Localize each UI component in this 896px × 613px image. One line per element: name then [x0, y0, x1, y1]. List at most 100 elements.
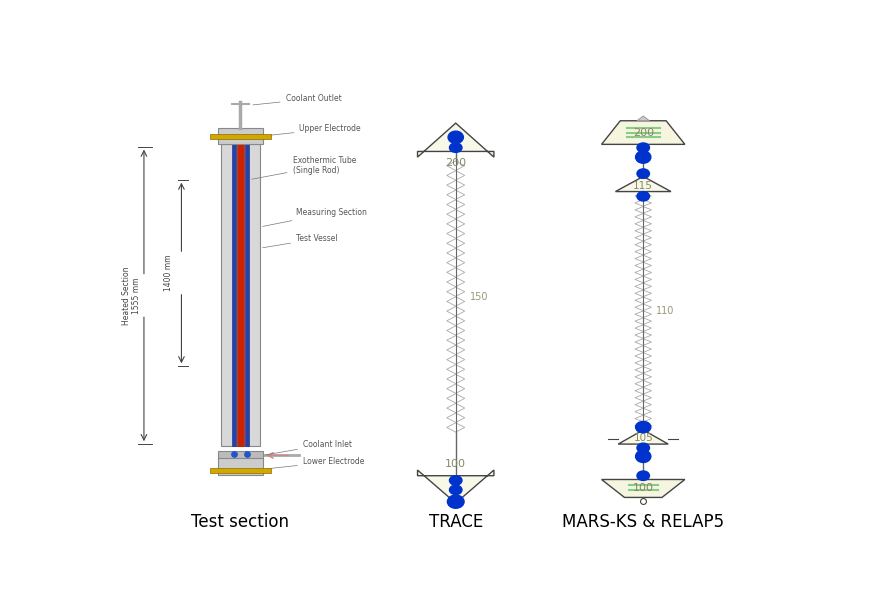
Polygon shape: [635, 367, 651, 373]
Polygon shape: [601, 479, 685, 497]
Text: Exothermic Tube
(Single Rod): Exothermic Tube (Single Rod): [252, 156, 356, 179]
Text: Test section: Test section: [192, 514, 289, 531]
Bar: [210, 468, 271, 473]
Text: MARS-KS & RELAP5: MARS-KS & RELAP5: [562, 514, 724, 531]
Polygon shape: [447, 365, 465, 374]
Polygon shape: [635, 234, 651, 241]
Text: Coolant Outlet: Coolant Outlet: [253, 94, 341, 105]
Polygon shape: [635, 227, 651, 234]
Ellipse shape: [450, 476, 462, 485]
Ellipse shape: [448, 131, 463, 143]
Polygon shape: [635, 360, 651, 366]
Text: Test Vessel: Test Vessel: [263, 234, 338, 248]
Polygon shape: [635, 373, 651, 380]
Polygon shape: [447, 335, 465, 345]
Point: [227, 449, 241, 459]
Polygon shape: [635, 269, 651, 276]
Text: Upper Electrode: Upper Electrode: [267, 124, 361, 135]
Polygon shape: [447, 306, 465, 316]
Text: 100: 100: [445, 459, 466, 469]
Polygon shape: [447, 229, 465, 238]
Polygon shape: [635, 339, 651, 345]
Polygon shape: [447, 345, 465, 354]
Point: [636, 496, 650, 506]
Polygon shape: [601, 121, 685, 144]
Polygon shape: [635, 192, 651, 199]
Polygon shape: [447, 190, 465, 199]
Polygon shape: [635, 352, 651, 359]
Text: Coolant Inlet: Coolant Inlet: [265, 440, 352, 455]
Text: 110: 110: [656, 306, 674, 316]
Ellipse shape: [635, 151, 650, 163]
Polygon shape: [635, 415, 651, 422]
Polygon shape: [447, 238, 465, 248]
Polygon shape: [635, 332, 651, 338]
Polygon shape: [635, 408, 651, 415]
Polygon shape: [447, 423, 465, 432]
Polygon shape: [447, 355, 465, 364]
Polygon shape: [635, 221, 651, 227]
Polygon shape: [635, 325, 651, 332]
Polygon shape: [447, 278, 465, 287]
Polygon shape: [635, 242, 651, 248]
Ellipse shape: [637, 443, 650, 452]
Text: 200: 200: [633, 128, 654, 137]
Text: 200: 200: [445, 158, 466, 168]
Polygon shape: [447, 316, 465, 326]
Bar: [219, 451, 263, 460]
Polygon shape: [635, 262, 651, 269]
Polygon shape: [635, 200, 651, 207]
Text: 150: 150: [470, 292, 488, 302]
Ellipse shape: [637, 191, 650, 201]
Polygon shape: [447, 268, 465, 277]
Polygon shape: [447, 403, 465, 413]
Bar: [219, 459, 263, 474]
Polygon shape: [635, 276, 651, 283]
Polygon shape: [447, 210, 465, 219]
Polygon shape: [635, 283, 651, 290]
Polygon shape: [635, 422, 651, 429]
Bar: [246, 144, 249, 446]
Polygon shape: [635, 248, 651, 255]
Polygon shape: [635, 402, 651, 408]
Ellipse shape: [450, 485, 462, 495]
Ellipse shape: [637, 471, 650, 481]
Ellipse shape: [635, 421, 650, 433]
Bar: [221, 144, 260, 446]
Bar: [237, 144, 244, 446]
Polygon shape: [635, 290, 651, 297]
Bar: [232, 144, 236, 446]
Polygon shape: [447, 287, 465, 297]
Polygon shape: [447, 384, 465, 394]
Text: TRACE: TRACE: [428, 514, 483, 531]
Polygon shape: [447, 258, 465, 267]
Polygon shape: [618, 430, 668, 444]
Polygon shape: [635, 394, 651, 401]
Polygon shape: [447, 200, 465, 209]
Polygon shape: [447, 326, 465, 335]
Polygon shape: [447, 413, 465, 422]
Polygon shape: [635, 311, 651, 318]
Text: Heated Section
1555 mm: Heated Section 1555 mm: [122, 266, 142, 325]
Polygon shape: [616, 177, 671, 191]
Polygon shape: [418, 470, 494, 503]
Point: [240, 449, 254, 459]
Bar: [210, 134, 271, 139]
Ellipse shape: [637, 169, 650, 178]
Ellipse shape: [637, 143, 650, 153]
Ellipse shape: [635, 450, 650, 462]
Polygon shape: [635, 255, 651, 262]
Polygon shape: [635, 387, 651, 394]
Text: 100: 100: [633, 483, 654, 493]
Polygon shape: [635, 318, 651, 324]
Polygon shape: [635, 304, 651, 311]
Text: 115: 115: [633, 181, 653, 191]
Ellipse shape: [447, 495, 464, 508]
Text: 105: 105: [633, 433, 653, 443]
Polygon shape: [418, 123, 494, 157]
Polygon shape: [635, 207, 651, 213]
Polygon shape: [635, 213, 651, 220]
Polygon shape: [447, 248, 465, 257]
Polygon shape: [447, 161, 465, 170]
Polygon shape: [447, 180, 465, 190]
